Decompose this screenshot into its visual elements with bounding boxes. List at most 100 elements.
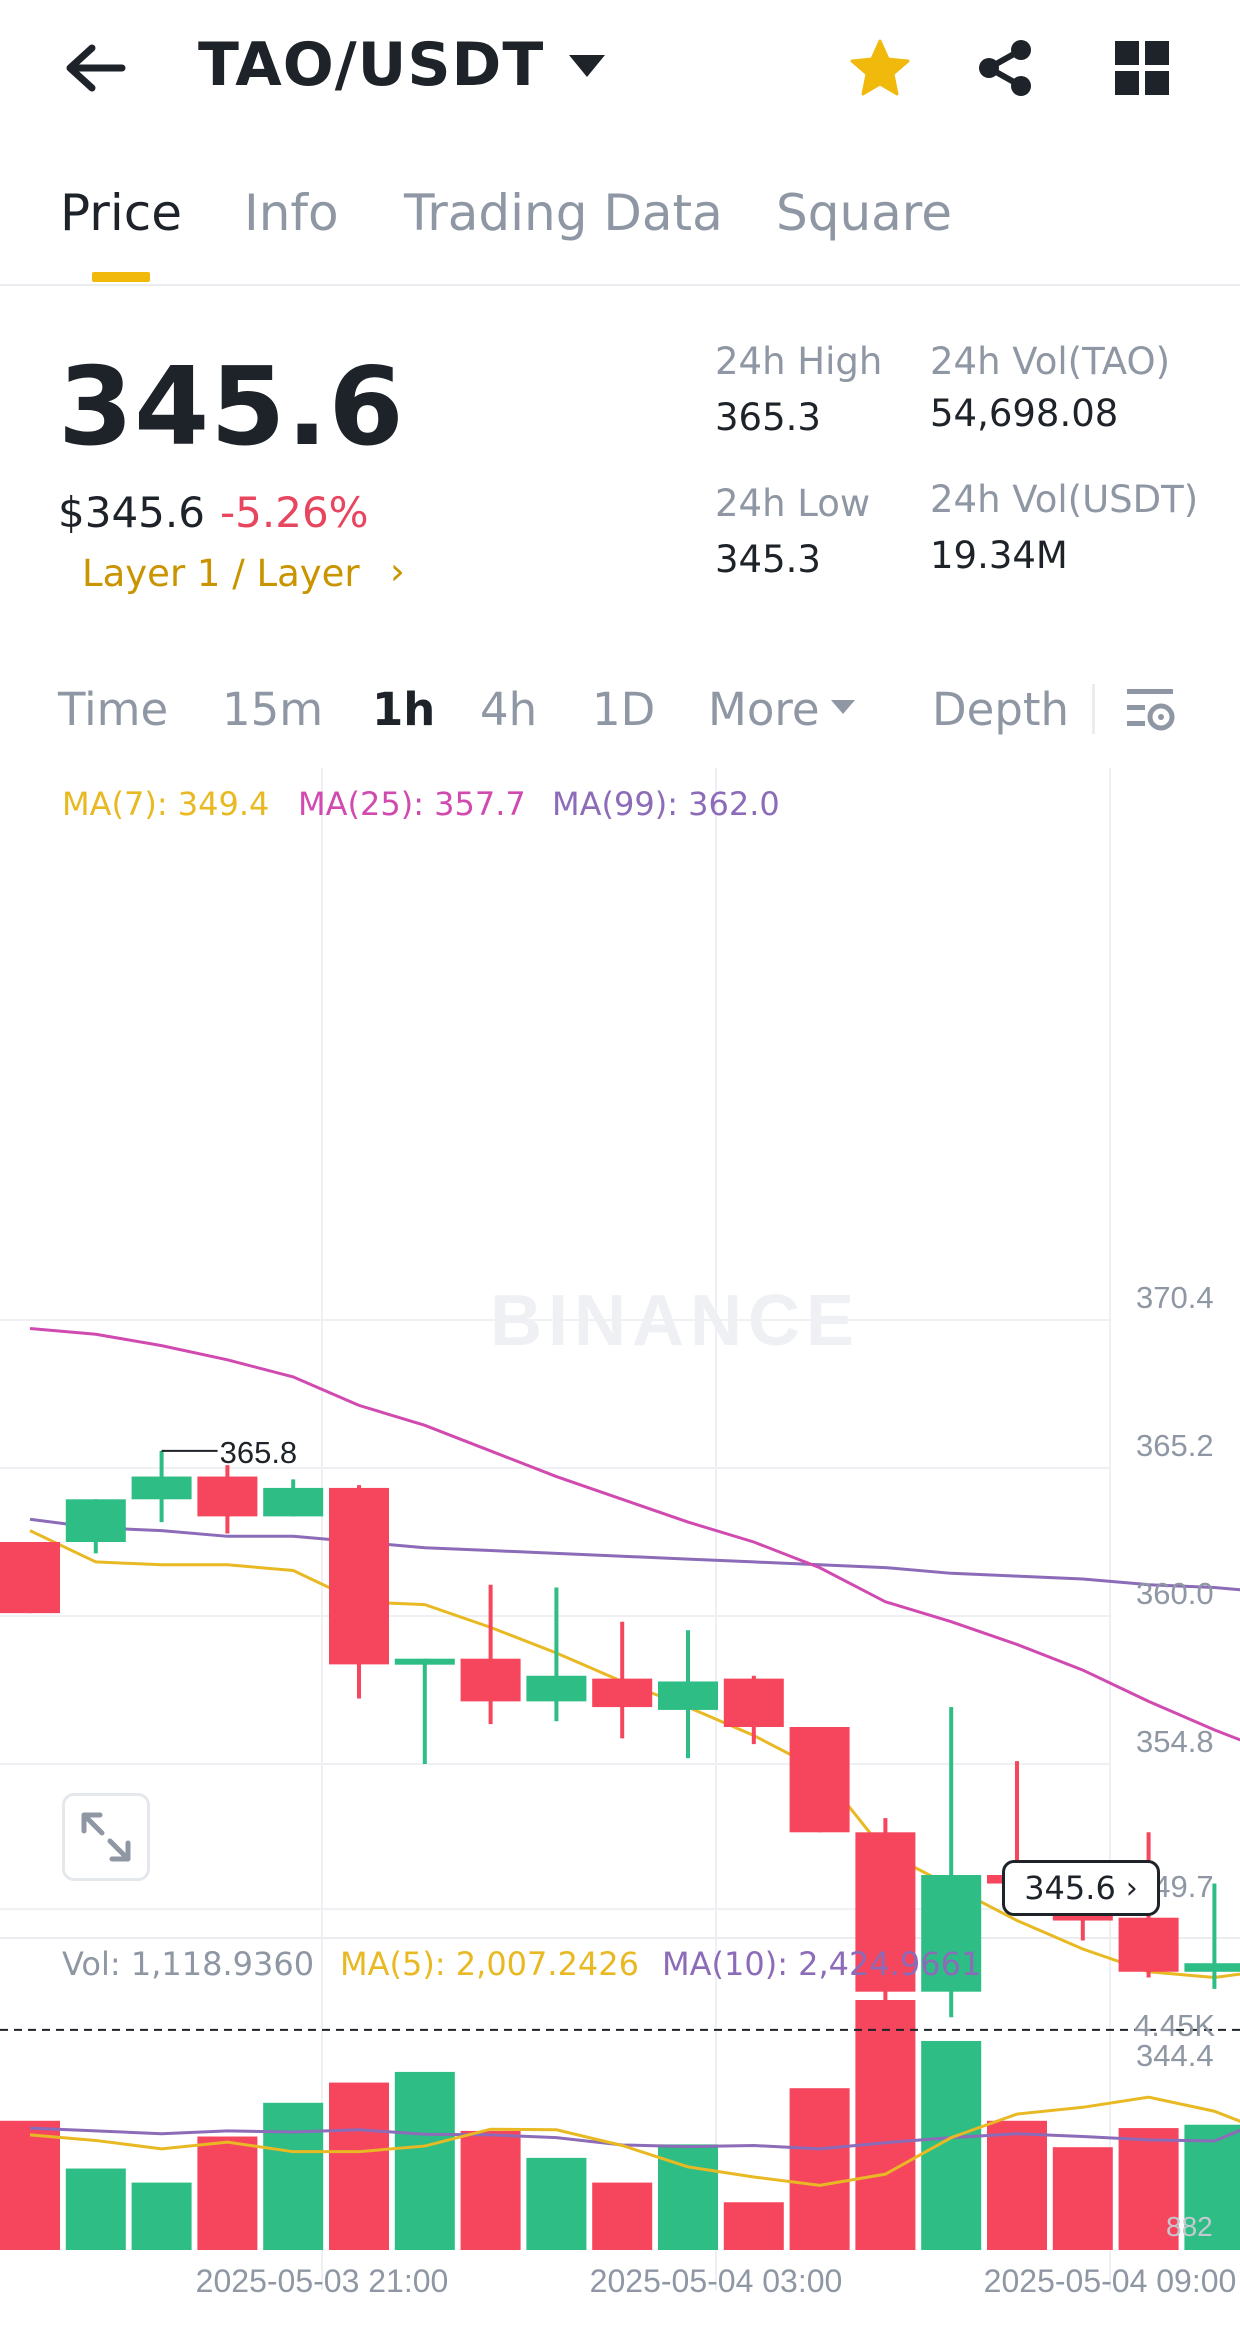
- interval-15m[interactable]: 15m: [222, 683, 324, 736]
- interval-more[interactable]: More: [708, 683, 820, 736]
- chevron-right-icon[interactable]: ›: [390, 550, 405, 593]
- back-arrow-icon[interactable]: [58, 32, 130, 104]
- volume-bar: [592, 2182, 653, 2250]
- volume-bar: [131, 2182, 192, 2250]
- vol-base-value: 54,698.08: [930, 392, 1119, 435]
- chart-area[interactable]: BINANCE 370.4 365.2 360.0 354.8 349.7 344.4 36…: [0, 768, 1240, 2326]
- active-tab-indicator: [92, 272, 150, 282]
- chart-grid: [0, 768, 1240, 2290]
- chart-settings-icon[interactable]: [1118, 678, 1182, 742]
- volume-bar: [921, 2041, 982, 2250]
- vol-legend: Vol: 1,118.9360: [62, 1945, 315, 1983]
- vol-ma5-line: [29, 2095, 1240, 2187]
- vol-ma10-line: [29, 2126, 1240, 2151]
- high-annotation-label: 365.8: [220, 1435, 298, 1470]
- top-bar: TAO/USDT: [0, 0, 1240, 140]
- candle-up: [65, 1499, 126, 1542]
- candle-down: [592, 1678, 653, 1708]
- interval-1h[interactable]: 1h: [372, 683, 436, 736]
- y-tick-label: 370.4: [1136, 1280, 1214, 1315]
- expand-icon: [81, 1812, 131, 1862]
- watermark-logo: BINANCE: [490, 1281, 860, 1361]
- volume-bar: [723, 2202, 784, 2250]
- candle-up: [131, 1476, 192, 1500]
- candle-down: [855, 1832, 916, 1992]
- pair-title[interactable]: TAO/USDT: [198, 30, 545, 100]
- chevron-right-icon: ›: [1125, 1870, 1138, 1906]
- fiat-price: $345.6: [58, 488, 205, 537]
- candle-down: [460, 1658, 521, 1702]
- vol-base-label: 24h Vol(TAO): [930, 340, 1171, 383]
- y-tick-label: 354.8: [1136, 1724, 1214, 1759]
- tab-price[interactable]: Price: [60, 184, 182, 242]
- y-tick-label: 344.4: [1136, 2038, 1214, 2073]
- divider: [1092, 684, 1095, 734]
- category-tag[interactable]: Layer 1 / Layer: [82, 552, 360, 595]
- volume-bars: [0, 2000, 1240, 2250]
- volume-bar: [1184, 2124, 1240, 2250]
- ma99-line: [29, 1517, 1240, 1592]
- star-icon[interactable]: [848, 36, 912, 100]
- tab-square[interactable]: Square: [776, 184, 953, 242]
- tab-info[interactable]: Info: [244, 184, 339, 242]
- interval-1d[interactable]: 1D: [592, 683, 656, 736]
- volume-bar: [263, 2102, 324, 2250]
- volume-bar: [987, 2120, 1047, 2250]
- price-change-percent: -5.26%: [220, 488, 369, 537]
- interval-time[interactable]: Time: [58, 683, 169, 736]
- vol-quote-value: 19.34M: [930, 534, 1068, 577]
- vol-ma5-legend: MA(5): 2,007.2426: [340, 1945, 639, 1983]
- high-value: 365.3: [715, 396, 821, 439]
- share-icon[interactable]: [974, 36, 1038, 100]
- vol-y-tick-label: 4.45K: [1134, 2008, 1215, 2043]
- candle-up: [921, 1875, 982, 1992]
- ma99-legend: MA(99): 362.0: [552, 785, 780, 823]
- depth-tab[interactable]: Depth: [932, 683, 1070, 736]
- candle-down: [723, 1678, 784, 1727]
- volume-bar: [1118, 2128, 1179, 2250]
- volume-bar: [526, 2157, 587, 2250]
- more-caret-icon[interactable]: [826, 694, 860, 720]
- candle-up: [1184, 1963, 1240, 1972]
- last-price: 345.6: [58, 345, 405, 470]
- x-tick-label: 2025-05-04 03:00: [590, 2263, 843, 2299]
- volume-bar: [789, 2088, 850, 2250]
- low-value: 345.3: [715, 538, 821, 581]
- candle-down: [789, 1727, 850, 1833]
- vol-quote-label: 24h Vol(USDT): [930, 478, 1199, 521]
- tab-trading-data[interactable]: Trading Data: [404, 184, 723, 242]
- candle-up: [658, 1681, 718, 1710]
- candle-down: [0, 1542, 60, 1614]
- ma25-line: [29, 1327, 1240, 1742]
- candle-down: [197, 1476, 258, 1517]
- volume-bar: [658, 2144, 718, 2250]
- x-tick-label: 2025-05-03 21:00: [196, 2263, 449, 2299]
- candlesticks: [0, 1450, 1240, 2018]
- last-price-tag-value: 345.6: [1024, 1869, 1116, 1907]
- candle-down: [1118, 1917, 1179, 1972]
- volume-bar: [65, 2168, 126, 2250]
- low-label: 24h Low: [715, 482, 871, 525]
- candle-up: [526, 1675, 587, 1702]
- last-price-tag[interactable]: 345.6 ›: [1002, 1860, 1160, 1916]
- candle-up: [394, 1658, 455, 1665]
- interval-4h[interactable]: 4h: [480, 683, 538, 736]
- y-tick-label: 365.2: [1136, 1428, 1214, 1463]
- volume-bar: [329, 2082, 389, 2250]
- vol-y-bottom-label: 882: [1166, 2211, 1213, 2242]
- dropdown-caret-icon[interactable]: [562, 48, 612, 84]
- ma7-legend: MA(7): 349.4: [62, 785, 270, 823]
- high-label: 24h High: [715, 340, 883, 383]
- volume-bar: [1052, 2147, 1113, 2250]
- grid-icon[interactable]: [1112, 38, 1172, 98]
- volume-bar: [394, 2071, 455, 2250]
- volume-bar: [197, 2136, 258, 2250]
- tab-bar: Price Info Trading Data Square: [0, 170, 1240, 286]
- fullscreen-button[interactable]: [62, 1793, 150, 1881]
- volume-bar: [460, 2130, 521, 2250]
- candle-up: [263, 1487, 324, 1517]
- candle-down: [329, 1487, 389, 1665]
- vol-ma10-legend: MA(10): 2,424.9661: [662, 1945, 982, 1983]
- y-tick-label: 360.0: [1136, 1576, 1214, 1611]
- ma25-legend: MA(25): 357.7: [298, 785, 526, 823]
